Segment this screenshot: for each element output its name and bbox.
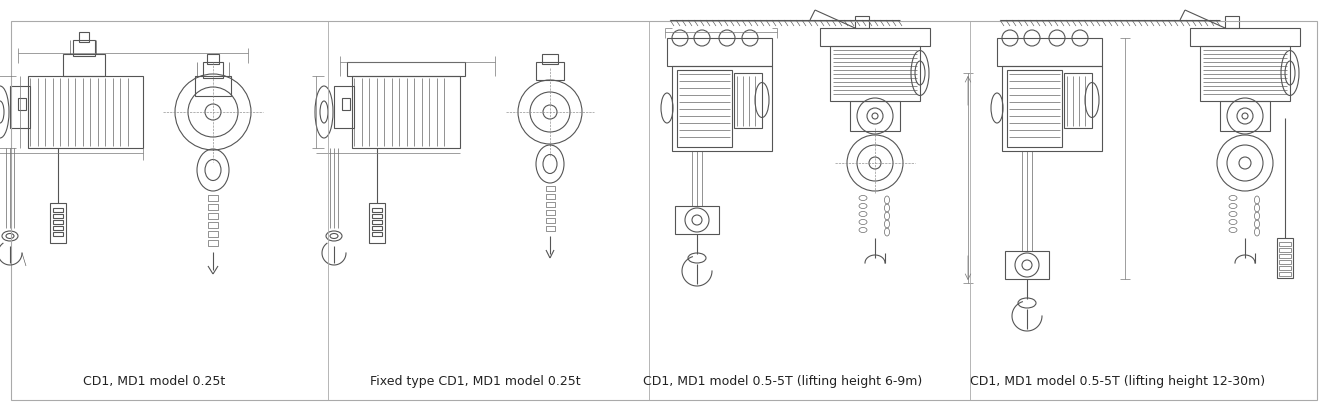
Bar [1220,101,1270,131]
Bar [347,62,466,76]
Bar [546,226,555,231]
Bar [203,62,223,78]
Bar [546,210,555,215]
Bar [855,16,868,28]
Bar [372,226,383,230]
Bar [1189,28,1301,46]
Bar [1005,251,1049,279]
Text: CD1, MD1 model 0.5-5T (lifting height 6-9m): CD1, MD1 model 0.5-5T (lifting height 6-… [644,375,922,388]
Bar [1279,242,1291,246]
Bar [207,213,218,219]
Bar [369,203,385,243]
Bar [677,70,732,147]
Bar [546,202,555,207]
Bar [735,73,763,128]
Bar [28,76,143,148]
Bar [674,206,719,234]
Text: CD1, MD1 model 0.5-5T (lifting height 12-30m): CD1, MD1 model 0.5-5T (lifting height 12… [970,375,1264,388]
Bar [207,195,218,201]
Bar [1279,272,1291,276]
Bar [1064,73,1092,128]
Bar [850,101,900,131]
Bar [54,208,63,212]
Bar [207,231,218,237]
Bar [54,220,63,224]
Bar [672,66,772,151]
Bar [1276,238,1293,278]
Bar [372,208,383,212]
Bar [820,28,930,46]
Bar [207,54,219,64]
Bar [17,98,25,110]
Bar [50,203,66,243]
Bar [9,86,29,128]
Bar [1008,70,1062,147]
Bar [334,86,355,128]
Bar [54,232,63,236]
Bar [372,232,383,236]
Bar [1200,46,1290,101]
Bar [352,76,460,148]
Bar [207,240,218,246]
Bar [1279,254,1291,258]
Bar [1279,260,1291,264]
Bar [830,46,921,101]
Bar [207,222,218,228]
Bar [546,186,555,191]
Bar [54,214,63,218]
Bar [372,220,383,224]
Bar [997,38,1103,66]
Bar [79,32,90,42]
Bar [546,218,555,223]
Bar [343,98,351,110]
Text: CD1, MD1 model 0.25t: CD1, MD1 model 0.25t [83,375,225,388]
Bar [1226,16,1239,28]
Bar [207,204,218,210]
Bar [63,54,104,76]
Bar [542,54,558,64]
Bar [54,226,63,230]
Bar [1279,248,1291,252]
Bar [74,40,95,56]
Bar [668,38,772,66]
Bar [195,76,231,96]
Bar [1002,66,1103,151]
Text: Fixed type CD1, MD1 model 0.25t: Fixed type CD1, MD1 model 0.25t [369,375,581,388]
Bar [537,62,565,80]
Bar [546,194,555,199]
Bar [1279,266,1291,270]
Bar [372,214,383,218]
